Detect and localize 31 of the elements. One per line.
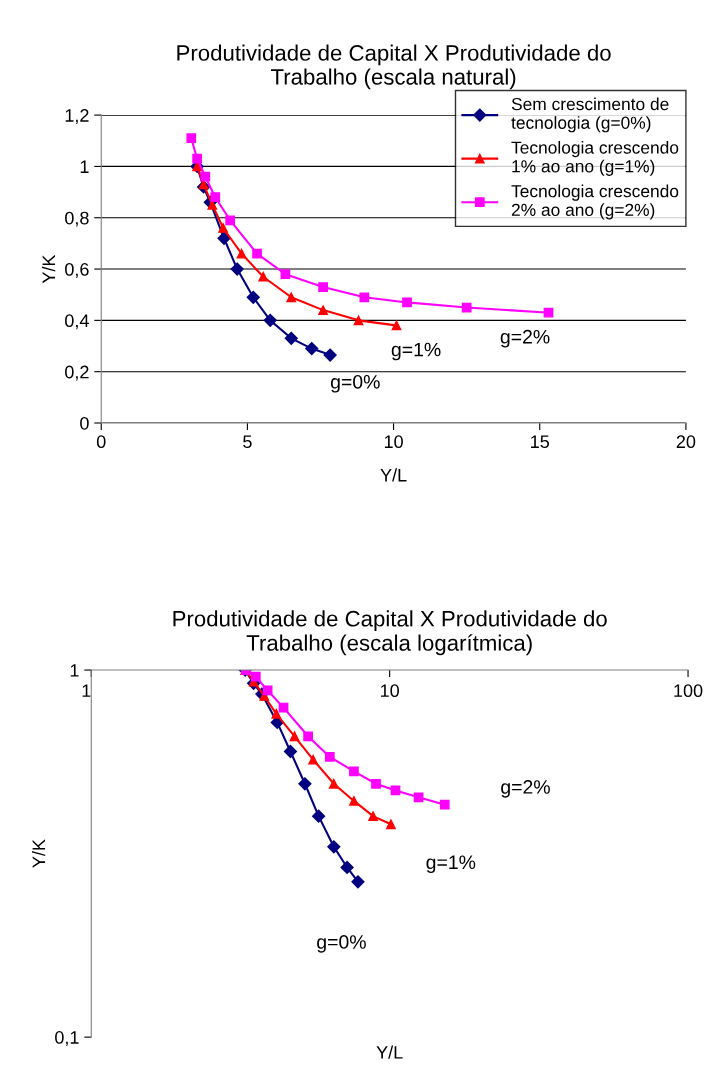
y-tick-label: 0,2 — [65, 365, 89, 381]
chart-title: Produtividade de Capital X Produtividade do Trabalho (escala natural) — [177, 44, 611, 90]
y-tick-label: 1 — [70, 664, 79, 677]
y-tick-label: 0 — [80, 416, 89, 430]
legend-label: Sem crescimento de tecnologia (g=0%) — [511, 97, 669, 133]
y-tick-label: 0,6 — [65, 262, 89, 278]
annotation: g=1% — [426, 855, 476, 873]
x-tick-label: 10 — [384, 435, 403, 449]
legend-label: Tecnologia crescendo 2% ao ano (g=2%) — [511, 184, 679, 220]
y-tick-label: 1,2 — [65, 109, 89, 124]
x-tick-label: 15 — [531, 435, 550, 449]
annotation: g=2% — [500, 329, 550, 348]
x-tick-label: 100 — [674, 684, 703, 698]
y-axis-title: Y/K — [31, 839, 46, 868]
annotation: g=0% — [317, 935, 366, 953]
chart-title: Produtividade de Capital X Produtividade do Trabalho (escala logarítmica) — [173, 610, 607, 656]
x-axis-title: Y/L — [380, 468, 407, 482]
y-tick-label: 0,1 — [55, 1031, 79, 1046]
y-tick-label: 0,8 — [65, 211, 89, 227]
y-axis-title: Y/K — [41, 254, 56, 284]
x-tick-label: 10 — [380, 684, 399, 698]
annotation: g=2% — [501, 780, 550, 798]
annotation: g=0% — [330, 374, 380, 393]
x-axis-title: Y/L — [376, 1045, 403, 1059]
x-tick-label: 5 — [243, 435, 252, 449]
x-tick-label: 20 — [676, 435, 696, 449]
y-tick-label: 0,4 — [65, 314, 89, 330]
x-tick-label: 0 — [96, 435, 106, 449]
annotation: g=1% — [391, 342, 441, 361]
legend-label: Tecnologia crescendo 1% ao ano (g=1%) — [511, 140, 679, 176]
y-tick-label: 1 — [80, 160, 89, 173]
